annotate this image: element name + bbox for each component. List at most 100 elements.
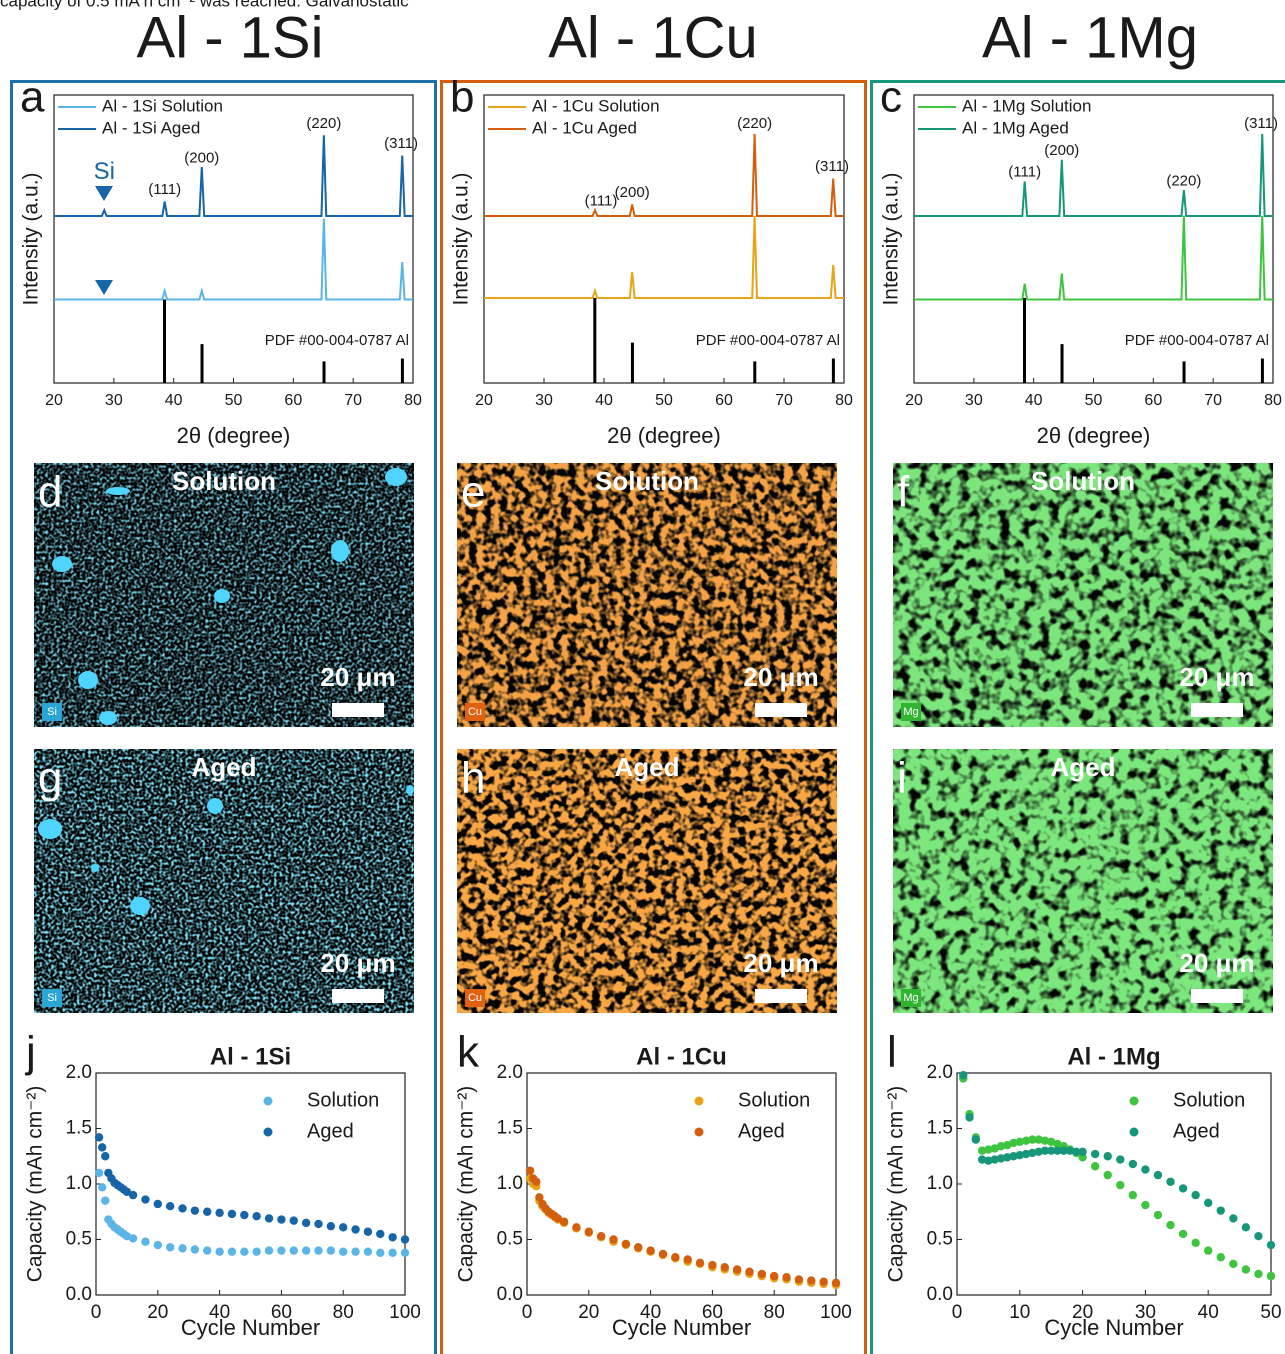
- element-map: [457, 463, 837, 727]
- x-tick-label: 20: [1072, 1302, 1093, 1323]
- y-tick-label: 1.5: [66, 1118, 92, 1139]
- x-tick-label: 30: [1135, 1302, 1156, 1323]
- element-map: [893, 749, 1273, 1013]
- x-tick-label: 70: [1204, 392, 1222, 409]
- data-point: [770, 1271, 779, 1281]
- xrd-pattern: [914, 133, 1273, 217]
- data-point: [326, 1246, 336, 1255]
- data-point: [1078, 1147, 1087, 1157]
- xrd-pattern: [54, 135, 413, 217]
- data-point: [277, 1246, 286, 1255]
- data-point: [535, 1193, 544, 1202]
- scale-bar-label: 20 μm: [320, 948, 395, 978]
- scale-bar: [1191, 989, 1243, 1003]
- data-point: [1028, 1148, 1037, 1158]
- y-tick-label: 0.5: [927, 1229, 953, 1250]
- element-label: Cu: [468, 706, 482, 718]
- data-point: [1021, 1149, 1031, 1159]
- data-point: [596, 1231, 606, 1241]
- element-label: Cu: [468, 992, 482, 1004]
- legend-label: Al - 1Cu Aged: [532, 118, 637, 137]
- data-point: [683, 1255, 692, 1264]
- chart-title: Al - 1Si: [210, 1043, 291, 1070]
- y-tick-label: 1.0: [927, 1173, 953, 1194]
- data-point: [977, 1155, 987, 1164]
- peak-label: (311): [815, 158, 849, 175]
- data-point: [671, 1253, 680, 1262]
- y-tick-label: 2.0: [497, 1062, 523, 1083]
- data-point: [128, 1190, 138, 1200]
- data-point: [1021, 1136, 1031, 1145]
- data-point: [94, 1168, 104, 1178]
- y-tick-label: 0.5: [497, 1229, 523, 1250]
- data-point: [153, 1199, 162, 1209]
- x-tick-label: 50: [1085, 392, 1103, 409]
- data-point: [1191, 1190, 1200, 1200]
- y-tick-label: 1.5: [497, 1118, 523, 1139]
- x-tick-label: 50: [1260, 1302, 1281, 1323]
- data-point: [1153, 1210, 1163, 1220]
- x-axis-label: Cycle Number: [612, 1315, 751, 1340]
- peak-label: (111): [148, 181, 181, 198]
- x-tick-label: 30: [965, 392, 983, 409]
- data-point: [965, 1113, 974, 1122]
- data-point: [1166, 1177, 1175, 1186]
- data-point: [831, 1278, 841, 1287]
- data-point: [339, 1223, 348, 1232]
- data-point: [314, 1246, 323, 1255]
- element-badge: [465, 989, 485, 1007]
- data-point: [264, 1246, 274, 1255]
- data-point: [621, 1239, 631, 1249]
- x-tick-label: 20: [905, 392, 923, 409]
- peak-label: (200): [1044, 142, 1079, 159]
- xrd-pattern: [484, 133, 844, 217]
- data-point: [1128, 1190, 1138, 1200]
- x-tick-label: 80: [764, 1302, 785, 1323]
- precipitate: [130, 897, 150, 915]
- data-point: [122, 1187, 132, 1196]
- data-point: [165, 1202, 175, 1211]
- peak-label: (111): [585, 193, 618, 210]
- peak-label: (311): [1244, 115, 1278, 132]
- reference-label: PDF #00-004-0787 Al: [696, 332, 840, 349]
- reference-label: PDF #00-004-0787 Al: [1125, 332, 1269, 349]
- peak-label: (200): [184, 149, 219, 166]
- panel-label: f: [897, 468, 910, 517]
- y-tick-label: 1.0: [497, 1173, 523, 1194]
- x-tick-label: 80: [333, 1302, 354, 1323]
- data-point: [532, 1177, 541, 1186]
- peak-label: (311): [384, 135, 418, 152]
- data-point: [1153, 1170, 1163, 1180]
- data-point: [732, 1265, 742, 1274]
- x-tick-label: 60: [271, 1302, 292, 1323]
- legend-label: Aged: [1173, 1120, 1220, 1142]
- column-frame: [440, 80, 867, 1354]
- data-point: [1254, 1269, 1263, 1279]
- data-point: [1116, 1180, 1125, 1190]
- element-map: [34, 749, 414, 1013]
- data-point: [289, 1246, 298, 1255]
- x-axis-label: 2θ (degree): [1037, 423, 1151, 448]
- legend-label: Aged: [307, 1120, 354, 1142]
- element-badge: [901, 703, 921, 721]
- data-point: [94, 1133, 104, 1142]
- element-label: Mg: [903, 992, 918, 1004]
- x-tick-label: 20: [475, 392, 493, 409]
- y-axis-label: Capacity (mAh cm⁻²): [885, 1086, 908, 1283]
- x-tick-label: 30: [105, 392, 123, 409]
- y-axis-label: Capacity (mAh cm⁻²): [455, 1086, 478, 1283]
- data-point: [1191, 1238, 1200, 1248]
- data-point: [1141, 1165, 1150, 1174]
- panel-label: l: [887, 1028, 897, 1077]
- map-title: Aged: [192, 752, 257, 782]
- x-tick-label: 40: [1025, 392, 1043, 409]
- data-point: [351, 1247, 360, 1256]
- precipitate: [38, 819, 62, 839]
- data-point: [101, 1152, 110, 1161]
- data-point: [1103, 1152, 1112, 1161]
- peak-label: (220): [306, 115, 341, 132]
- data-point: [959, 1071, 968, 1080]
- legend-label: Solution: [1173, 1089, 1245, 1111]
- precipitate: [52, 556, 72, 572]
- data-point: [388, 1233, 397, 1242]
